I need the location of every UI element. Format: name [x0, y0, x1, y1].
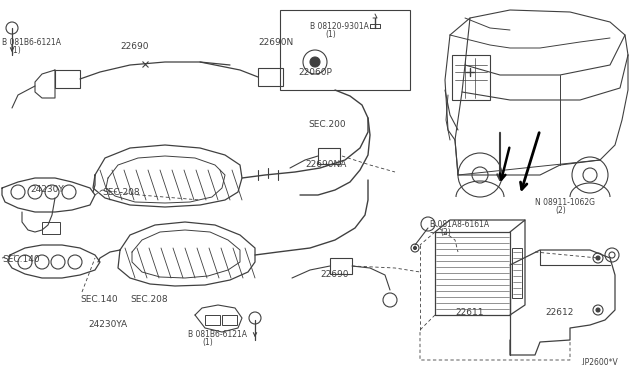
Text: 22690: 22690	[120, 42, 148, 51]
Text: B 081B6-6121A: B 081B6-6121A	[2, 38, 61, 47]
Bar	[318, 148, 340, 164]
Text: N 08911-1062G: N 08911-1062G	[535, 198, 595, 207]
Bar	[42, 222, 60, 234]
Bar	[55, 70, 80, 88]
Text: 24230YA: 24230YA	[88, 320, 127, 329]
Text: 22690N: 22690N	[258, 38, 293, 47]
Text: 22612: 22612	[545, 308, 573, 317]
Circle shape	[310, 57, 320, 67]
Circle shape	[413, 247, 417, 250]
Text: (2): (2)	[440, 228, 451, 237]
Bar	[330, 258, 352, 274]
Text: SEC.200: SEC.200	[308, 120, 346, 129]
Text: (1): (1)	[10, 46, 20, 55]
Text: (1): (1)	[202, 338, 212, 347]
Text: SEC.208: SEC.208	[102, 188, 140, 197]
Text: 22690NA: 22690NA	[305, 160, 346, 169]
Bar	[452, 55, 490, 100]
Bar	[280, 10, 410, 90]
Circle shape	[596, 308, 600, 312]
Text: 22611: 22611	[455, 308, 483, 317]
Text: 24230Y: 24230Y	[30, 185, 64, 194]
Bar	[205, 315, 220, 325]
Text: B 08120-9301A: B 08120-9301A	[310, 22, 369, 31]
Text: SEC.208: SEC.208	[130, 295, 168, 304]
Text: SEC.140: SEC.140	[2, 255, 40, 264]
Text: 22690: 22690	[320, 270, 349, 279]
Bar	[258, 68, 283, 86]
Text: B 081B6-6121A: B 081B6-6121A	[188, 330, 247, 339]
Text: B 081A8-6161A: B 081A8-6161A	[430, 220, 489, 229]
Text: (2): (2)	[555, 206, 566, 215]
Text: 22060P: 22060P	[298, 68, 332, 77]
Bar	[222, 315, 237, 325]
Text: (1): (1)	[325, 30, 336, 39]
Circle shape	[596, 256, 600, 260]
Text: .IP2600*V: .IP2600*V	[580, 358, 618, 367]
Bar	[512, 248, 522, 298]
Text: SEC.140: SEC.140	[80, 295, 118, 304]
